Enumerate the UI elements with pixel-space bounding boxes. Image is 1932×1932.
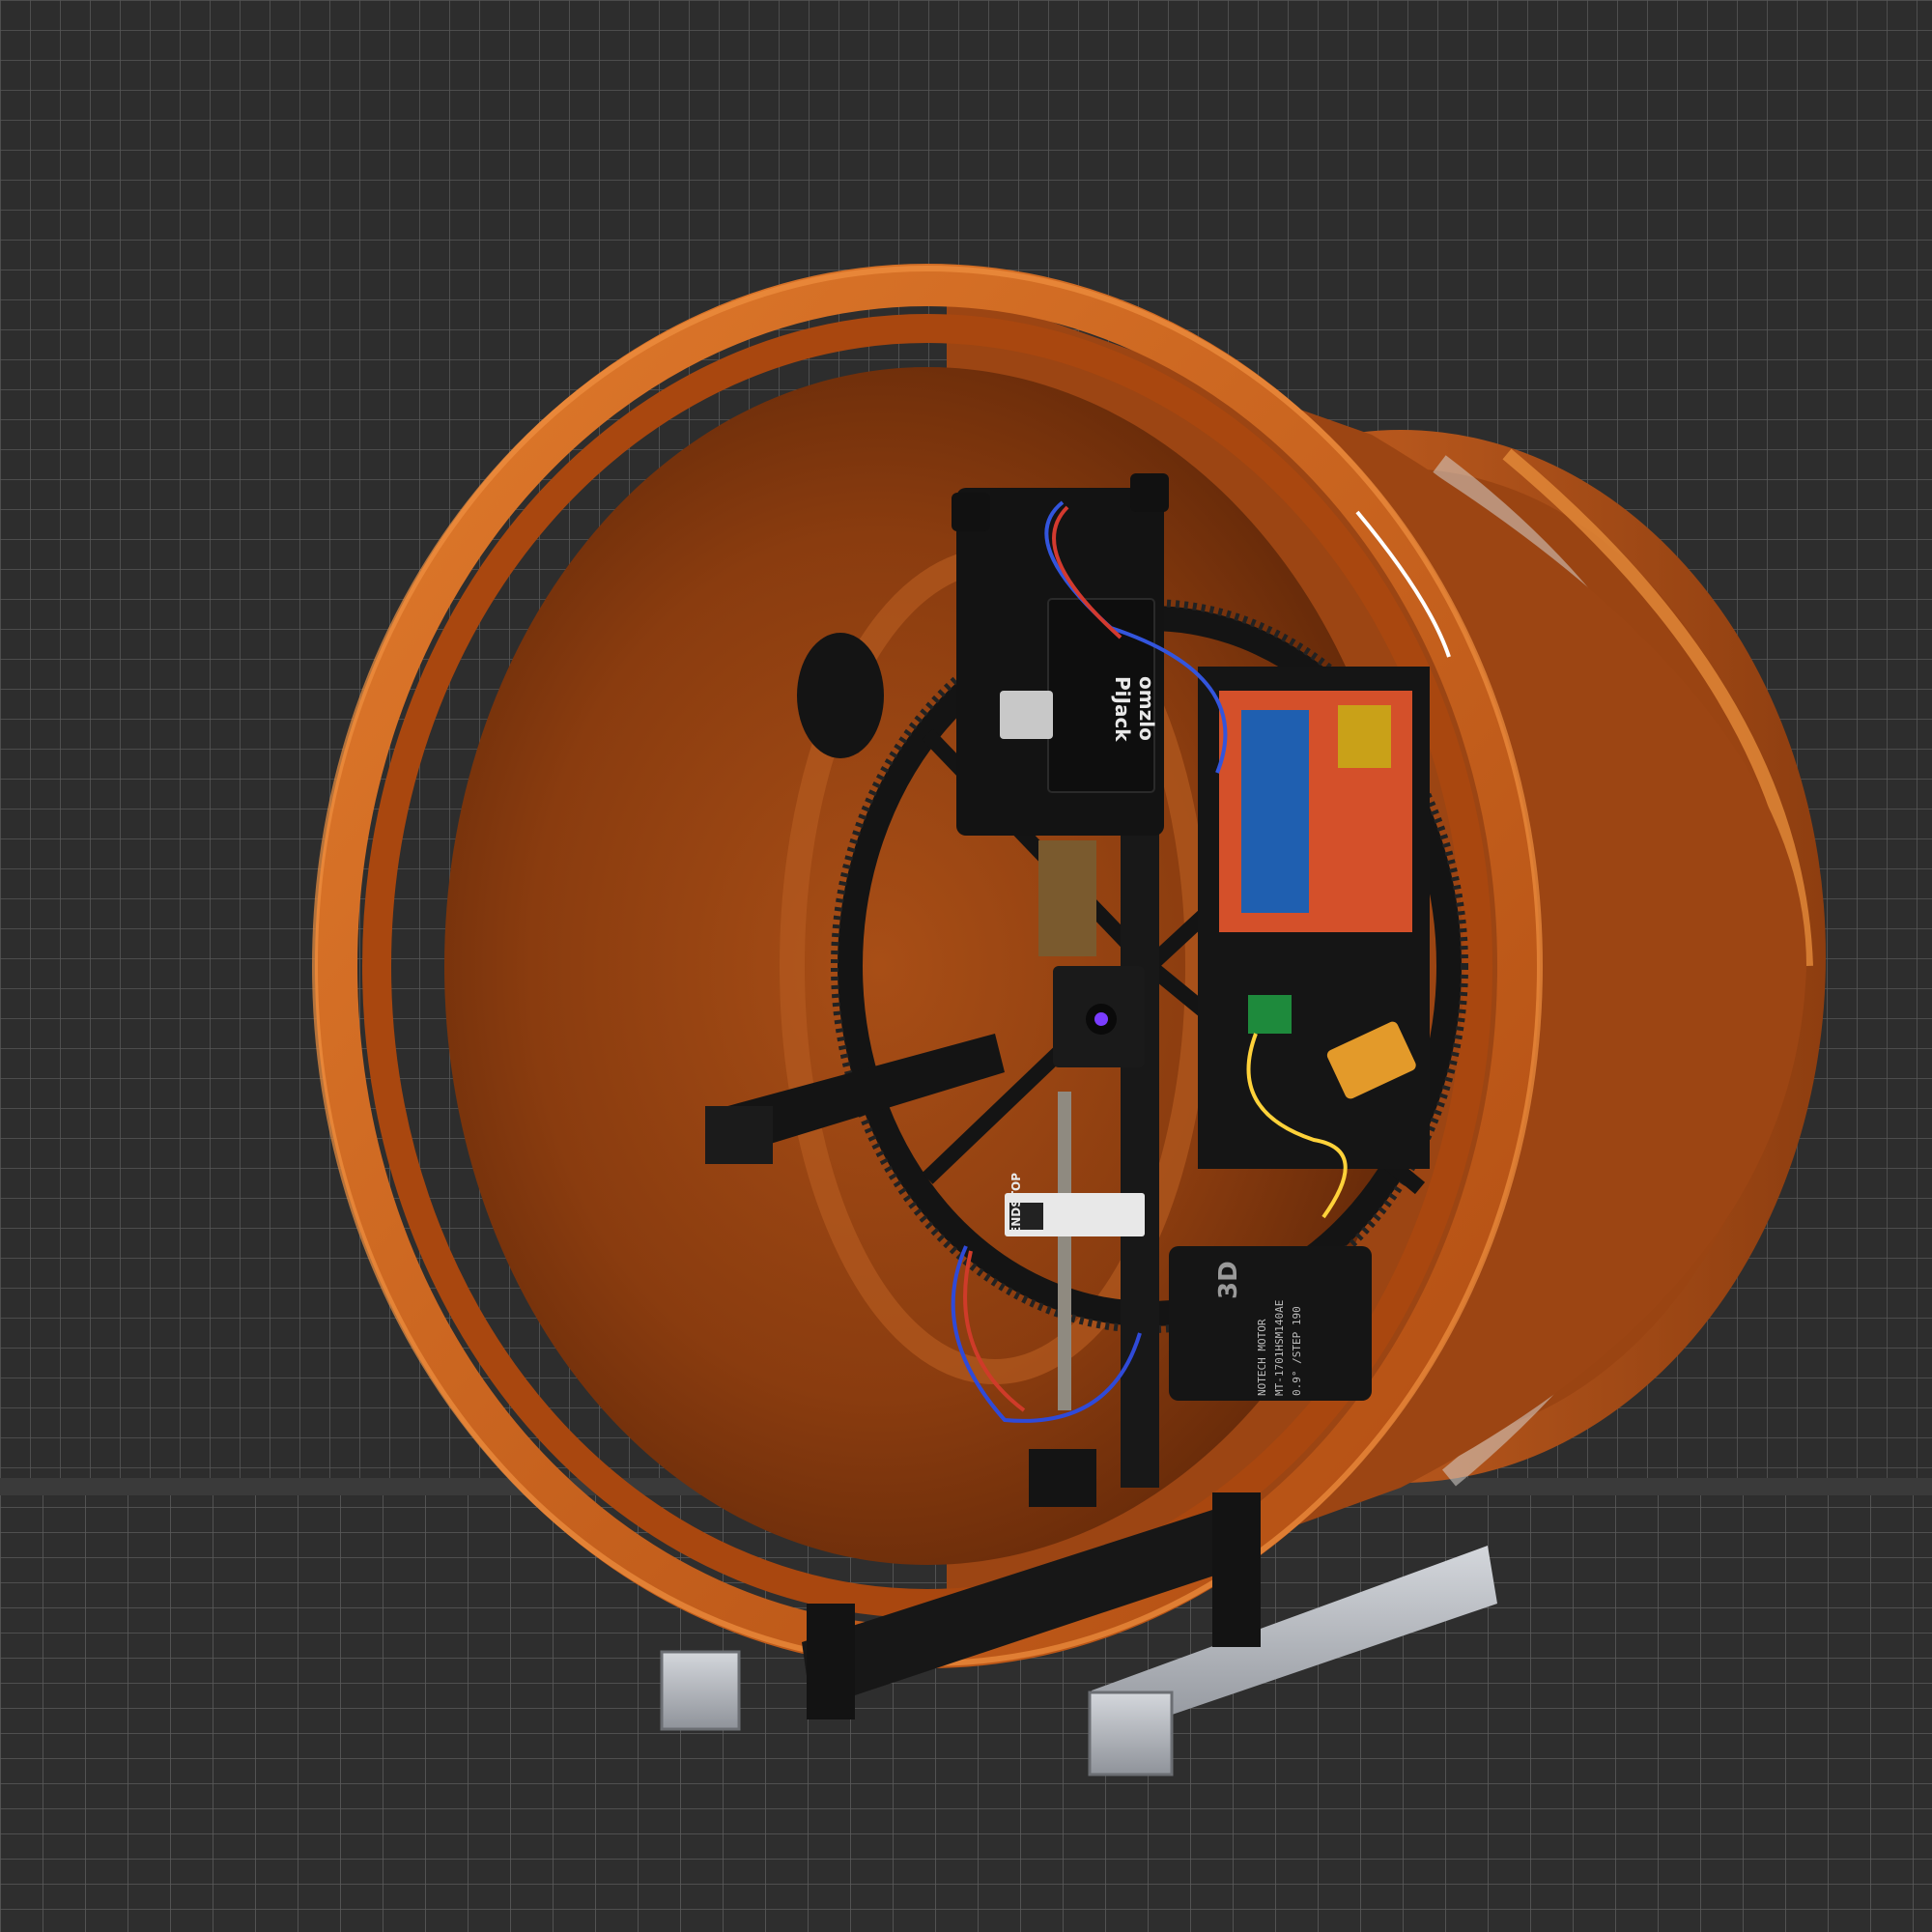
camera-module	[1053, 966, 1145, 1067]
usb-connector	[1000, 691, 1053, 739]
left-extrusion-arm	[705, 1034, 1005, 1164]
motor-line2: MT-1701HSM140AE	[1273, 1300, 1286, 1396]
extrusion-end-left	[660, 1650, 741, 1731]
extrusion-end-right	[1088, 1690, 1174, 1776]
pijack-hat-board: omzlo PiJack	[1047, 598, 1158, 793]
motor-logo: 3D	[1214, 1261, 1243, 1299]
control-board	[1198, 667, 1430, 1169]
motor-line1: NOTECH MOTOR	[1256, 1319, 1268, 1396]
stepper-motor: 3D NOTECH MOTOR MT-1701HSM140AE 0.9° /ST…	[1169, 1246, 1372, 1401]
wire-bundles	[951, 500, 1451, 1423]
motor-line3: 0.9° /STEP 190	[1291, 1306, 1303, 1396]
round-sensor-disk	[797, 633, 884, 758]
lead-screw	[1058, 1092, 1071, 1410]
wago-connector	[1326, 1021, 1416, 1099]
ribbon-cable	[1038, 840, 1096, 956]
hat-model-label: PiJack	[1111, 676, 1134, 742]
aluminum-stand	[660, 1492, 1497, 1776]
hat-brand-label: omzlo	[1135, 676, 1158, 741]
endstop-board: ENDSTOP	[1005, 1173, 1145, 1236]
endstop-label: ENDSTOP	[1009, 1173, 1023, 1235]
bottom-clamp	[1029, 1449, 1096, 1507]
vertical-rail	[1121, 831, 1159, 1488]
